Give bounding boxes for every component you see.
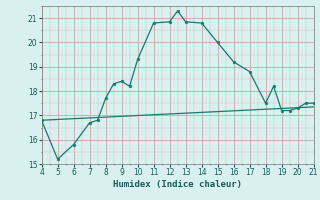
X-axis label: Humidex (Indice chaleur): Humidex (Indice chaleur) [113, 180, 242, 189]
